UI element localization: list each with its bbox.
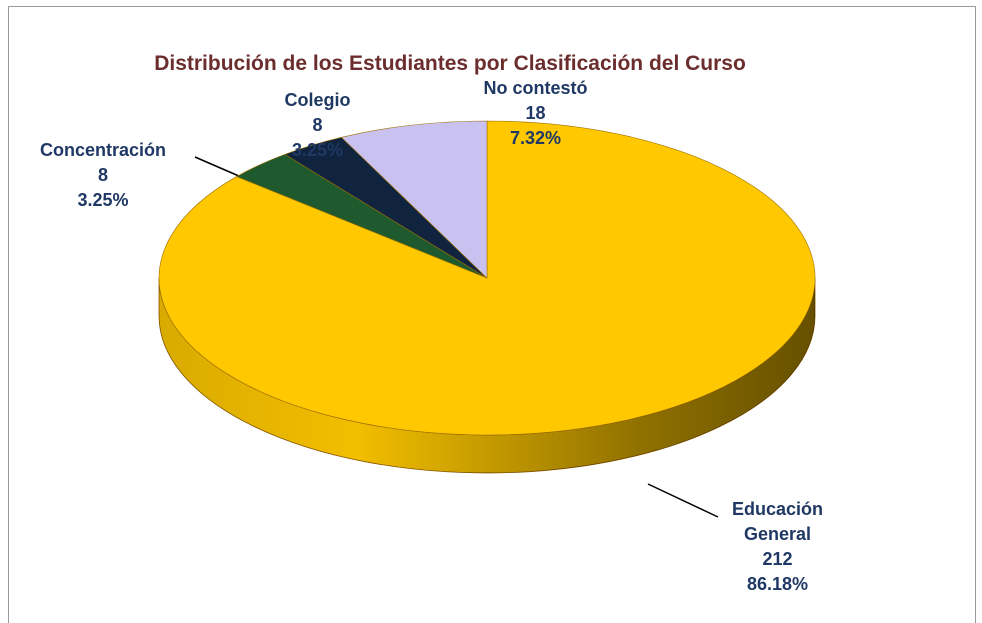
chart-title: Distribución de los Estudiantes por Clas…	[154, 52, 746, 75]
label-value: 18	[525, 103, 546, 123]
data-label: No contestó 18 7.32%	[468, 76, 603, 151]
data-label: Concentración 8 3.25%	[8, 138, 198, 213]
label-category: Educación General	[731, 499, 824, 544]
label-value: 8	[312, 115, 323, 135]
data-label: Colegio 8 3.25%	[255, 88, 380, 163]
frame	[8, 6, 976, 623]
label-value: 8	[97, 165, 108, 185]
label-category: No contestó	[483, 78, 588, 98]
label-percent: 86.18%	[746, 574, 809, 594]
label-category: Concentración	[39, 140, 167, 160]
pie-side-shade	[159, 278, 815, 473]
leader-line	[647, 483, 719, 518]
label-percent: 7.32%	[509, 128, 562, 148]
label-category: Colegio	[284, 90, 351, 110]
label-percent: 3.25%	[291, 140, 344, 160]
pie-slice	[340, 120, 488, 279]
label-percent: 3.25%	[77, 190, 129, 210]
data-label: Educación General 212 86.18%	[715, 497, 840, 597]
label-value: 212	[762, 549, 793, 569]
